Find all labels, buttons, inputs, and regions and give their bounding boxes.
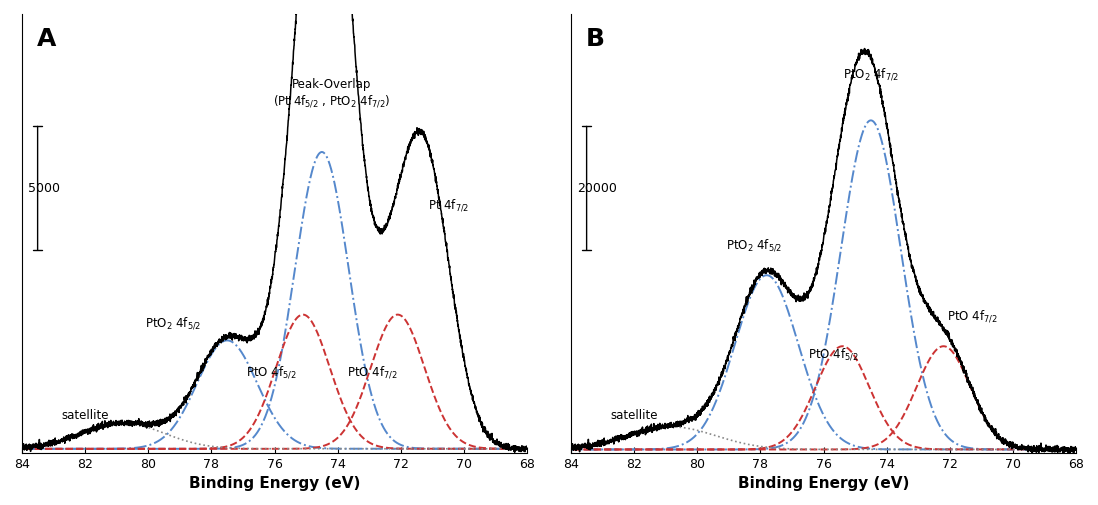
Text: 5000: 5000 [29,182,60,194]
Text: satellite: satellite [610,409,658,422]
Text: PtO 4f$_{7/2}$: PtO 4f$_{7/2}$ [946,308,997,324]
Text: Peak-Overlap
(Pt 4f$_{5/2}$ , PtO$_2$ 4f$_{7/2}$): Peak-Overlap (Pt 4f$_{5/2}$ , PtO$_2$ 4f… [272,78,390,110]
X-axis label: Binding Energy (eV): Binding Energy (eV) [189,476,360,491]
Text: PtO 4f$_{5/2}$: PtO 4f$_{5/2}$ [246,365,296,380]
Text: 20000: 20000 [578,182,617,194]
Text: satellite: satellite [61,409,109,422]
Text: A: A [37,27,56,51]
Text: B: B [586,27,605,51]
Text: PtO$_2$ 4f$_{7/2}$: PtO$_2$ 4f$_{7/2}$ [843,66,899,82]
X-axis label: Binding Energy (eV): Binding Energy (eV) [738,476,909,491]
Text: Pt 4f$_{7/2}$: Pt 4f$_{7/2}$ [427,197,469,213]
Text: PtO$_2$ 4f$_{5/2}$: PtO$_2$ 4f$_{5/2}$ [145,316,202,331]
Text: PtO 4f$_{7/2}$: PtO 4f$_{7/2}$ [347,365,397,380]
Text: PtO$_2$ 4f$_{5/2}$: PtO$_2$ 4f$_{5/2}$ [726,237,782,252]
Text: PtO 4f$_{5/2}$: PtO 4f$_{5/2}$ [808,346,859,363]
